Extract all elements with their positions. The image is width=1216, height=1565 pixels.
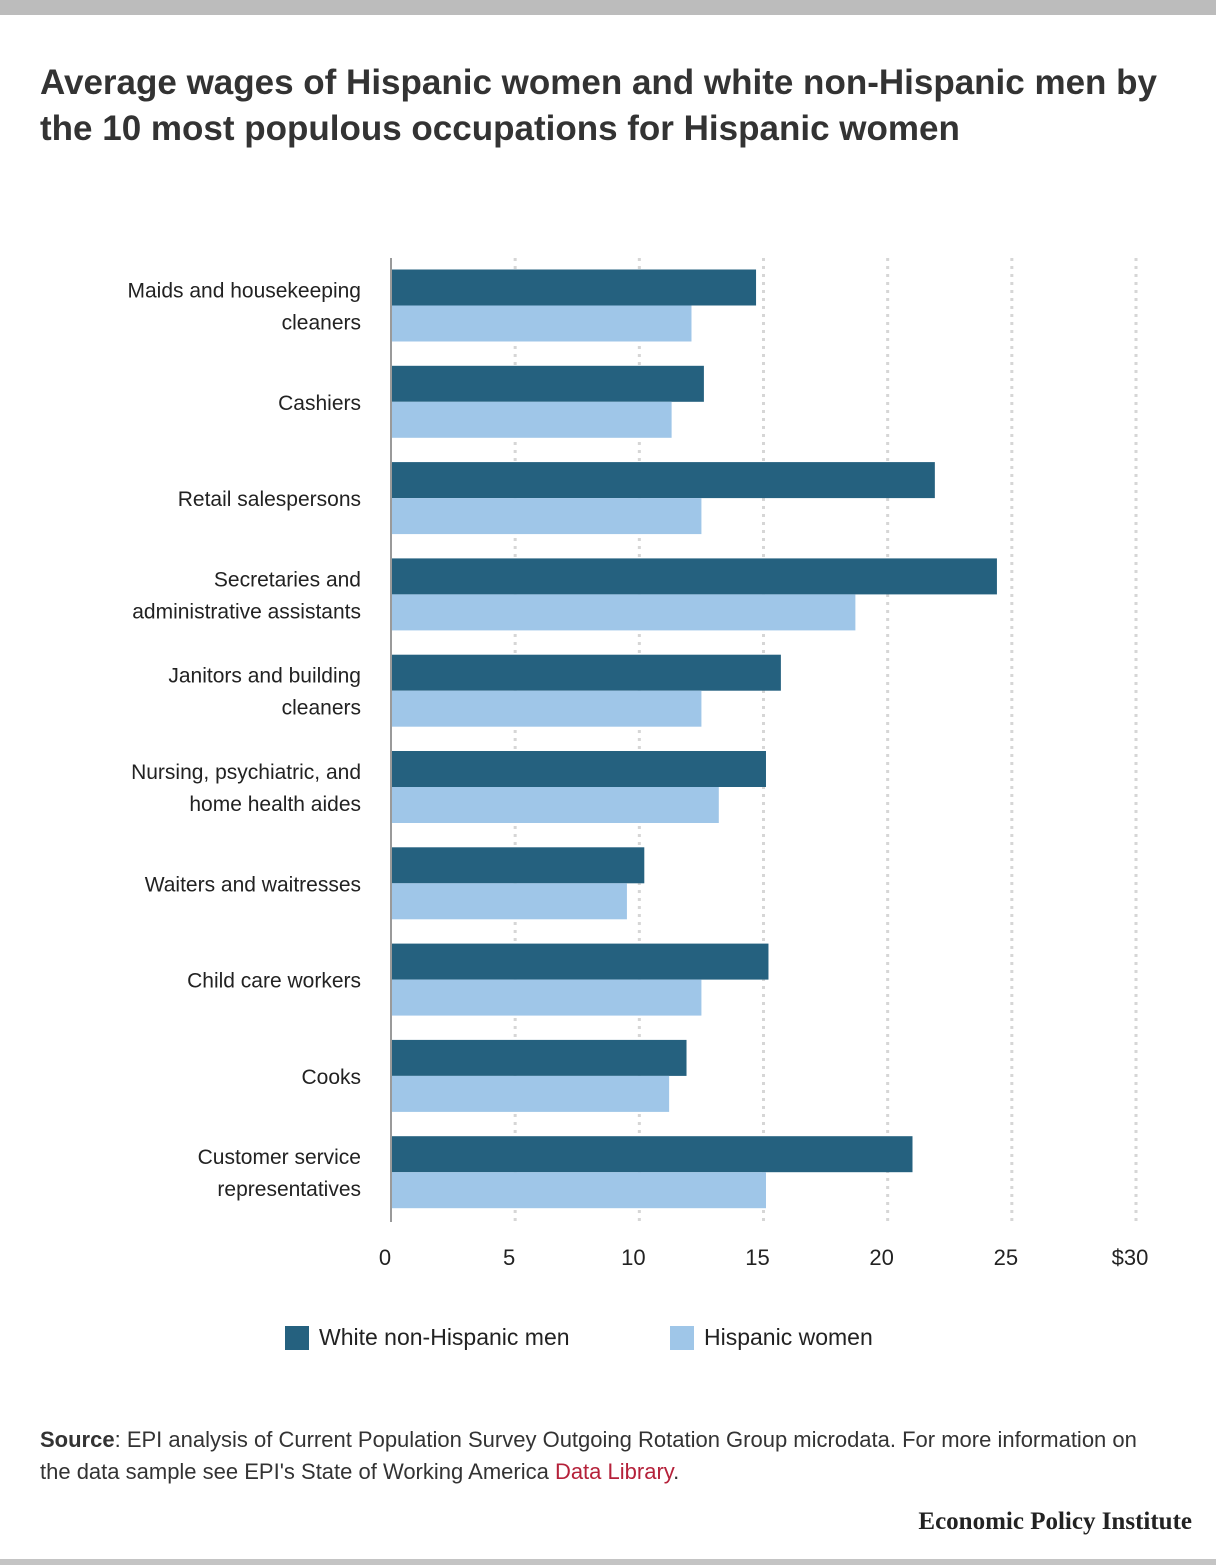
category-label: Maids and housekeeping — [127, 280, 361, 303]
x-tick-label: 25 — [994, 1245, 1018, 1270]
source-label: Source — [40, 1427, 115, 1452]
bar-hispanic-women — [391, 1172, 766, 1209]
bar-white-non-hispanic-men — [391, 943, 769, 980]
x-tick-label: 20 — [869, 1245, 893, 1270]
bar-white-non-hispanic-men — [391, 558, 997, 595]
category-label: Secretaries and — [214, 568, 361, 591]
top-border — [0, 0, 1216, 15]
bar-white-non-hispanic-men — [391, 751, 766, 787]
bar-hispanic-women — [391, 883, 627, 920]
bar-hispanic-women — [391, 401, 672, 438]
legend-item-women: Hispanic women — [670, 1324, 873, 1351]
x-tick-label: $30 — [1112, 1245, 1149, 1270]
bar-hispanic-women — [391, 690, 702, 727]
bar-white-non-hispanic-men — [391, 1136, 913, 1173]
bar-white-non-hispanic-men — [391, 654, 781, 691]
category-label: Nursing, psychiatric, and — [131, 761, 361, 784]
category-label: representatives — [217, 1178, 361, 1201]
source-end: . — [673, 1459, 680, 1484]
source-note: Source: EPI analysis of Current Populati… — [40, 1424, 1160, 1488]
category-label: home health aides — [189, 793, 361, 816]
bottom-border — [0, 1559, 1216, 1565]
x-tick-label: 10 — [621, 1245, 645, 1270]
legend-label-women: Hispanic women — [704, 1324, 873, 1350]
bar-white-non-hispanic-men — [391, 365, 704, 402]
bar-hispanic-women — [391, 594, 856, 631]
bar-white-non-hispanic-men — [391, 847, 645, 884]
bar-hispanic-women — [391, 979, 702, 1016]
bar-white-non-hispanic-men — [391, 1039, 687, 1076]
category-label: cleaners — [282, 697, 361, 720]
category-label: cleaners — [282, 312, 361, 335]
x-tick-label: 15 — [745, 1245, 769, 1270]
bar-white-non-hispanic-men — [391, 269, 757, 306]
legend-label-men: White non-Hispanic men — [319, 1324, 570, 1350]
brand-logo-text: Economic Policy Institute — [918, 1508, 1192, 1535]
legend-swatch-men — [285, 1325, 309, 1350]
legend-swatch-women — [670, 1325, 694, 1350]
category-label: Customer service — [198, 1146, 361, 1169]
legend-item-men: White non-Hispanic men — [285, 1324, 570, 1351]
data-library-link[interactable]: Data Library — [554, 1459, 674, 1484]
category-label: Cashiers — [278, 392, 361, 415]
bar-white-non-hispanic-men — [391, 462, 935, 499]
category-label: Retail salespersons — [178, 488, 361, 511]
x-tick-label: 0 — [379, 1245, 391, 1270]
bar-hispanic-women — [391, 1075, 670, 1112]
category-label: administrative assistants — [132, 600, 361, 623]
category-label: Child care workers — [187, 970, 361, 993]
bar-hispanic-women — [391, 787, 719, 823]
bar-chart: Maids and housekeeping cleaners Cashiers Re… — [127, 258, 1149, 1270]
bar-hispanic-women — [391, 305, 692, 342]
source-text: : EPI analysis of Current Population Sur… — [40, 1427, 1137, 1484]
category-label: Cooks — [301, 1066, 361, 1089]
category-label: Janitors and building — [168, 665, 361, 688]
legend: White non-Hispanic men Hispanic women — [0, 1324, 1216, 1364]
bar-hispanic-women — [391, 498, 702, 535]
chart-title: Average wages of Hispanic women and whit… — [40, 63, 1157, 148]
category-label: Waiters and waitresses — [145, 873, 361, 896]
x-tick-label: 5 — [503, 1245, 515, 1270]
